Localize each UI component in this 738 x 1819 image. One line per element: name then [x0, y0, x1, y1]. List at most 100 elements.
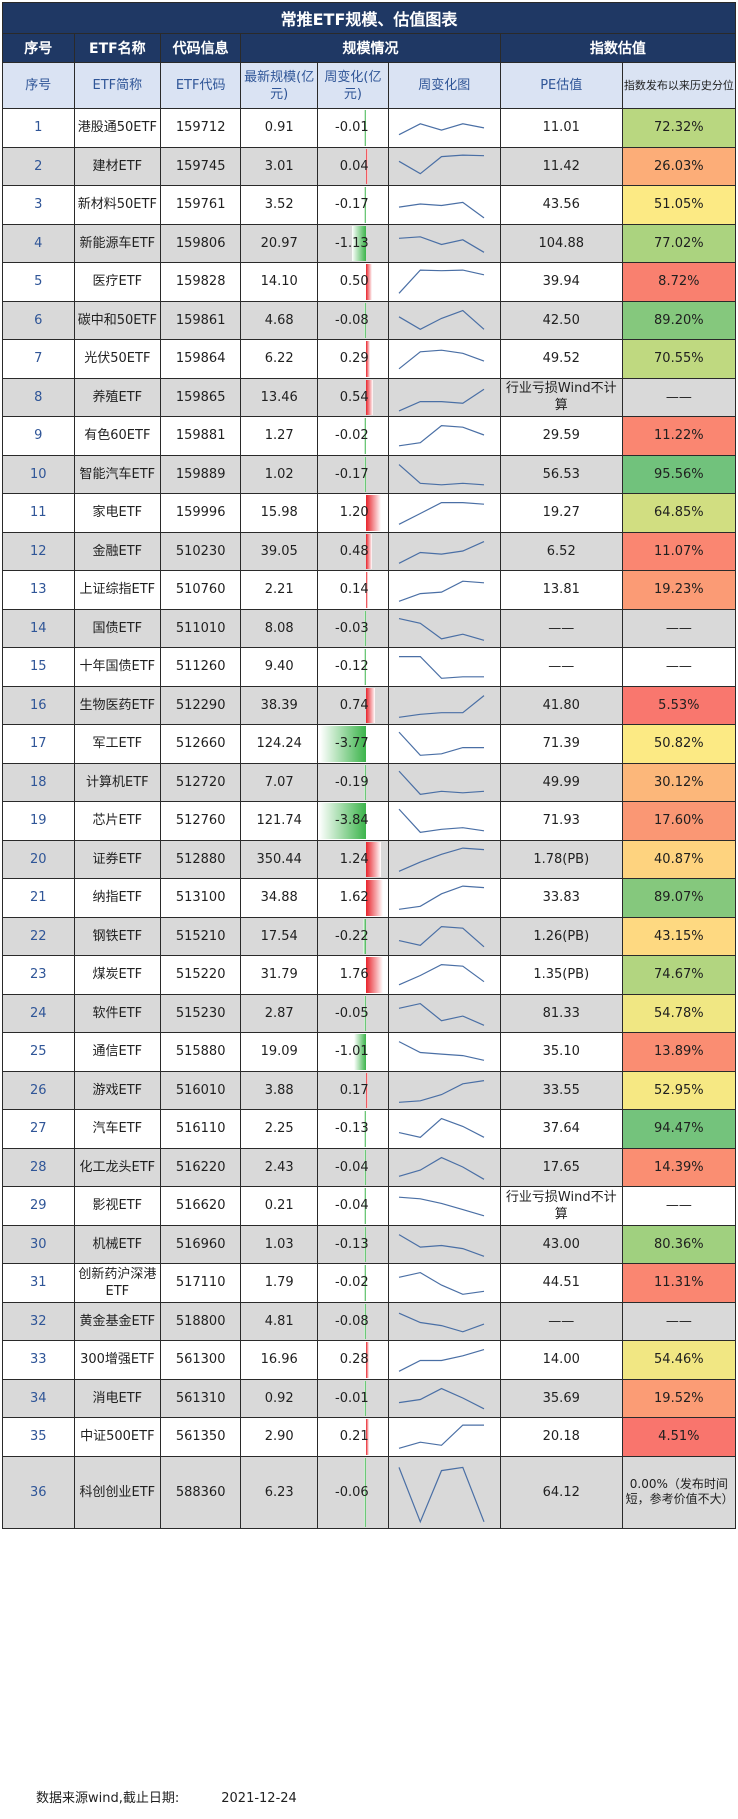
cell-weekly-change: -0.01	[317, 108, 389, 148]
cell-name: 科创创业ETF	[73, 1455, 162, 1529]
sparkline-chart	[398, 885, 484, 910]
sparkline-chart	[398, 1349, 484, 1372]
sparkline-chart	[398, 1233, 484, 1257]
change-bar-negative	[364, 187, 367, 223]
table-row: 17 军工ETF 512660 124.24 -3.77 71.39 50.82%	[2, 724, 737, 764]
cell-seq: 11	[2, 493, 75, 533]
cell-percentile: 11.07%	[621, 531, 737, 571]
change-value: 1.76	[339, 967, 369, 983]
cell-code: 516110	[160, 1109, 242, 1149]
change-value: -0.12	[335, 659, 369, 675]
table-row: 8 养殖ETF 159865 13.46 0.54 行业亏损Wind不计算 ——	[2, 377, 737, 417]
cell-percentile: 94.47%	[621, 1109, 737, 1149]
sparkline-chart	[398, 580, 484, 602]
cell-code: 515220	[160, 955, 242, 995]
sparkline	[398, 617, 484, 641]
cell-percentile: 30.12%	[621, 762, 737, 802]
table-row: 13 上证综指ETF 510760 2.21 0.14 13.81 19.23%	[2, 570, 737, 610]
cell-weekly-chart	[387, 916, 501, 956]
change-value: -3.77	[335, 736, 369, 752]
cell-name: 光伏50ETF	[73, 339, 162, 379]
table-row: 2 建材ETF 159745 3.01 0.04 11.42 26.03%	[2, 146, 737, 186]
sparkline	[398, 1156, 484, 1180]
sparkline	[398, 424, 484, 447]
sparkline	[398, 1117, 484, 1138]
change-value: -0.02	[335, 1275, 369, 1291]
cell-pe: 49.99	[499, 762, 623, 802]
cell-weekly-change: 0.29	[317, 339, 389, 379]
cell-name: 计算机ETF	[73, 762, 162, 802]
table-row: 30 机械ETF 516960 1.03 -0.13 43.00 80.36%	[2, 1224, 737, 1264]
cell-scale: 2.43	[240, 1147, 319, 1187]
sparkline	[398, 963, 485, 986]
sparkline	[398, 1196, 484, 1217]
change-value: -0.04	[335, 1159, 369, 1175]
change-bar-positive	[366, 264, 373, 300]
cell-weekly-change: -0.04	[317, 1147, 389, 1187]
table-row: 15 十年国债ETF 511260 9.40 -0.12 —— ——	[2, 647, 737, 687]
sparkline	[398, 808, 484, 833]
cell-pe: 13.81	[499, 570, 623, 610]
cell-scale: 20.97	[240, 223, 319, 263]
cell-scale: 13.46	[240, 377, 319, 417]
cell-seq: 2	[2, 146, 75, 186]
cell-weekly-chart	[387, 608, 501, 648]
cell-weekly-chart	[387, 300, 501, 340]
sparkline-chart	[398, 1041, 484, 1061]
column-header-seq: 序号	[2, 62, 75, 109]
change-value: 0.14	[339, 582, 369, 598]
sparkline	[398, 1233, 484, 1257]
cell-percentile: 19.52%	[621, 1378, 737, 1418]
cell-code: 512720	[160, 762, 242, 802]
change-value: -0.13	[335, 1121, 369, 1137]
cell-scale: 9.40	[240, 647, 319, 687]
table-row: 33 300增强ETF 561300 16.96 0.28 14.00 54.46%	[2, 1340, 737, 1380]
table-row: 9 有色60ETF 159881 1.27 -0.02 29.59 11.22%	[2, 416, 737, 456]
change-bar-negative	[320, 726, 367, 762]
cell-code: 515230	[160, 993, 242, 1033]
cell-weekly-chart	[387, 454, 501, 494]
change-value: 0.48	[339, 543, 369, 559]
cell-name: 医疗ETF	[73, 262, 162, 302]
cell-scale: 3.01	[240, 146, 319, 186]
cell-name: 通信ETF	[73, 1032, 162, 1072]
cell-weekly-change: 0.74	[317, 685, 389, 725]
cell-percentile: 77.02%	[621, 223, 737, 263]
change-value: -0.22	[335, 928, 369, 944]
cell-pe: 14.00	[499, 1340, 623, 1380]
cell-percentile: 13.89%	[621, 1032, 737, 1072]
cell-code: 516960	[160, 1224, 242, 1264]
cell-name: 煤炭ETF	[73, 955, 162, 995]
change-bar-negative	[364, 418, 367, 454]
cell-weekly-change: -3.77	[317, 724, 389, 764]
cell-code: 159806	[160, 223, 242, 263]
cell-weekly-change: -3.84	[317, 801, 389, 841]
sparkline-chart	[398, 463, 484, 485]
sparkline	[398, 1387, 484, 1409]
cell-percentile: 0.00%（发布时间短，参考价值不大）	[621, 1455, 737, 1529]
change-bar-negative	[364, 1303, 367, 1339]
cell-percentile: ——	[621, 377, 737, 417]
table-row: 1 港股通50ETF 159712 0.91 -0.01 11.01 72.32%	[2, 108, 737, 148]
cell-scale: 14.10	[240, 262, 319, 302]
change-bar-positive	[366, 1419, 370, 1455]
cell-weekly-chart	[387, 493, 501, 533]
cell-code: 513100	[160, 878, 242, 918]
cell-weekly-change: -1.13	[317, 223, 389, 263]
cell-weekly-change: -0.13	[317, 1109, 389, 1149]
cell-percentile: 52.95%	[621, 1070, 737, 1110]
sparkline-chart	[398, 1466, 485, 1523]
sparkline-chart	[398, 1117, 484, 1138]
table-row: 24 软件ETF 515230 2.87 -0.05 81.33 54.78%	[2, 993, 737, 1033]
cell-name: 汽车ETF	[73, 1109, 162, 1149]
cell-name: 建材ETF	[73, 146, 162, 186]
sparkline-chart	[398, 1271, 484, 1295]
table-row: 32 黄金基金ETF 518800 4.81 -0.08 —— ——	[2, 1301, 737, 1341]
cell-pe: 35.69	[499, 1378, 623, 1418]
change-value: -0.19	[335, 774, 369, 790]
sparkline-chart	[398, 502, 484, 525]
cell-weekly-chart	[387, 801, 501, 841]
cell-percentile: 14.39%	[621, 1147, 737, 1187]
sparkline-chart	[398, 770, 484, 795]
cell-weekly-change: -0.04	[317, 1186, 389, 1226]
